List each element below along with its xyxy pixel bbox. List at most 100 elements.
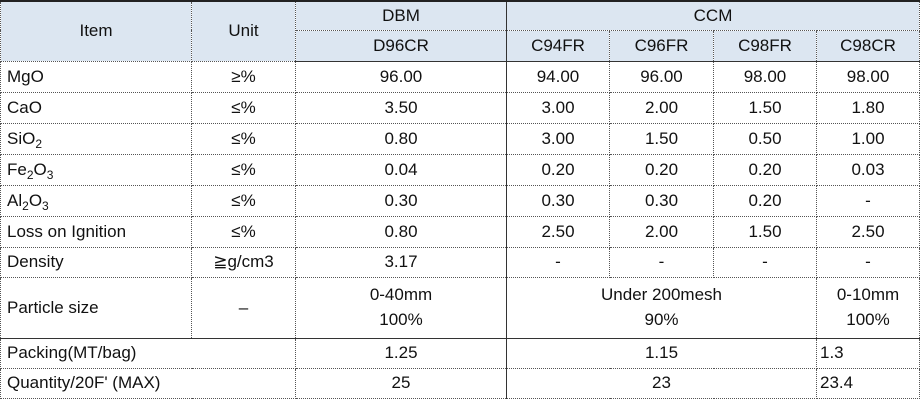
value-cell: 0.20 [713, 184, 817, 217]
value-cell: 3.50 [295, 91, 507, 124]
table-row-particle-size: Particle size – 0-40mm 100% Under 200mes… [0, 276, 921, 339]
header-ccm: CCM [505, 0, 921, 31]
table-row-mgo: MgO ≥% 96.00 94.00 96.00 98.00 98.00 [0, 60, 921, 93]
value-cell: 0.03 [815, 153, 921, 186]
value-cell: - [609, 246, 714, 278]
value-cell: 0.30 [295, 184, 507, 217]
grade-c94fr: C94FR [506, 29, 610, 62]
item-particle-size: Particle size [0, 276, 192, 339]
grade-d96cr: D96CR [295, 29, 507, 62]
formula-text: SiO [7, 128, 36, 148]
item-quantity: Quantity/20F' (MAX) [0, 367, 296, 399]
item-density: Density [0, 246, 192, 278]
unit-al2o3: ≤% [191, 184, 296, 217]
header-unit: Unit [191, 0, 296, 62]
value-cell: - [506, 246, 610, 278]
particle-dbm-line1: 0-40mm [369, 285, 433, 304]
value-cell: 3.00 [506, 122, 610, 155]
value-cell: - [713, 246, 817, 278]
particle-cr-cell: 0-10mm 100% [815, 276, 921, 339]
formula-text: Al [7, 190, 23, 210]
grade-c98cr: C98CR [815, 29, 921, 62]
table-row-cao: CaO ≤% 3.50 3.00 2.00 1.50 1.80 [0, 91, 921, 124]
table-row-density: Density ≧g/cm3 3.17 - - - - [0, 246, 921, 278]
value-cell: 0.50 [713, 122, 817, 155]
value-cell: 1.50 [609, 122, 714, 155]
item-al2o3: Al2O3 [0, 184, 192, 217]
value-cell: 1.80 [815, 91, 921, 124]
grade-c98fr: C98FR [713, 29, 817, 62]
value-cell: 0.20 [609, 153, 714, 186]
value-cell: 1.50 [713, 91, 817, 124]
particle-cr-line1: 0-10mm [836, 285, 900, 304]
header-item: Item [0, 0, 192, 62]
value-cell: 0.80 [295, 122, 507, 155]
value-cell: 0.20 [506, 153, 610, 186]
specification-table: Item Unit DBM CCM D96CR C94FR C96FR C98F… [0, 0, 921, 399]
value-cell: 2.00 [609, 215, 714, 248]
header-row-1: Item Unit DBM CCM [0, 0, 921, 62]
value-cell: 98.00 [713, 60, 817, 93]
value-cell: 2.50 [815, 215, 921, 248]
formula-text: Fe [7, 159, 27, 179]
unit-density: ≧g/cm3 [191, 246, 296, 278]
formula-subscript: 3 [42, 198, 49, 213]
packing-cr: 1.3 [815, 337, 921, 369]
unit-particle-size: – [191, 276, 296, 339]
formula-subscript: 2 [26, 167, 34, 182]
value-cell: 0.30 [609, 184, 714, 217]
value-cell: 0.04 [295, 153, 507, 186]
value-cell: - [815, 184, 921, 217]
value-cell: 0.20 [713, 153, 817, 186]
unit-fe2o3: ≤% [191, 153, 296, 186]
particle-dbm-cell: 0-40mm 100% [295, 276, 507, 339]
header-row-2: D96CR C94FR C96FR C98FR C98CR [1, 29, 921, 62]
value-cell: 0.80 [295, 215, 507, 248]
formula-text: O [33, 159, 47, 179]
particle-cr-line2: 100% [846, 310, 890, 329]
value-cell: 96.00 [295, 60, 507, 93]
quantity-dbm: 25 [295, 367, 507, 399]
particle-ccm-line1: Under 200mesh [601, 285, 722, 304]
value-cell: 0.30 [506, 184, 610, 217]
unit-cao: ≤% [191, 91, 296, 124]
packing-ccm: 1.15 [506, 337, 817, 369]
item-loss-on-ignition: Loss on Ignition [0, 215, 192, 248]
particle-dbm-line2: 100% [379, 310, 423, 329]
table-row-loi: Loss on Ignition ≤% 0.80 2.50 2.00 1.50 … [0, 215, 921, 248]
formula-subscript: 3 [46, 167, 54, 182]
value-cell: 2.00 [609, 91, 714, 124]
value-cell: 1.50 [713, 215, 817, 248]
formula-text: O [28, 190, 43, 210]
value-cell: 96.00 [609, 60, 714, 93]
quantity-cr: 23.4 [815, 367, 921, 399]
particle-ccm-cell: Under 200mesh 90% [506, 276, 817, 339]
table-row-quantity: Quantity/20F' (MAX) 25 23 23.4 [0, 367, 921, 399]
value-cell: 3.00 [506, 91, 610, 124]
unit-sio2: ≤% [191, 122, 296, 155]
packing-dbm: 1.25 [295, 337, 507, 369]
formula-subscript: 2 [35, 136, 43, 151]
table-row-sio2: SiO2 ≤% 0.80 3.00 1.50 0.50 1.00 [0, 122, 921, 155]
table-row-al2o3: Al2O3 ≤% 0.30 0.30 0.30 0.20 - [0, 184, 921, 217]
quantity-ccm: 23 [506, 367, 817, 399]
unit-loi: ≤% [191, 215, 296, 248]
value-cell: 2.50 [506, 215, 610, 248]
item-cao: CaO [0, 91, 192, 124]
grade-c96fr: C96FR [609, 29, 714, 62]
unit-mgo: ≥% [191, 60, 296, 93]
formula-subscript: 2 [22, 198, 29, 213]
header-dbm: DBM [295, 0, 507, 31]
value-cell: - [815, 246, 921, 278]
value-cell: 94.00 [506, 60, 610, 93]
item-packing: Packing(MT/bag) [0, 337, 296, 369]
table-row-packing: Packing(MT/bag) 1.25 1.15 1.3 [0, 337, 921, 369]
value-cell: 3.17 [295, 246, 507, 278]
item-sio2: SiO2 [0, 122, 192, 155]
item-fe2o3: Fe2O3 [0, 153, 192, 186]
table-row-fe2o3: Fe2O3 ≤% 0.04 0.20 0.20 0.20 0.03 [0, 153, 921, 186]
item-mgo: MgO [0, 60, 192, 93]
value-cell: 1.00 [815, 122, 921, 155]
value-cell: 98.00 [815, 60, 921, 93]
